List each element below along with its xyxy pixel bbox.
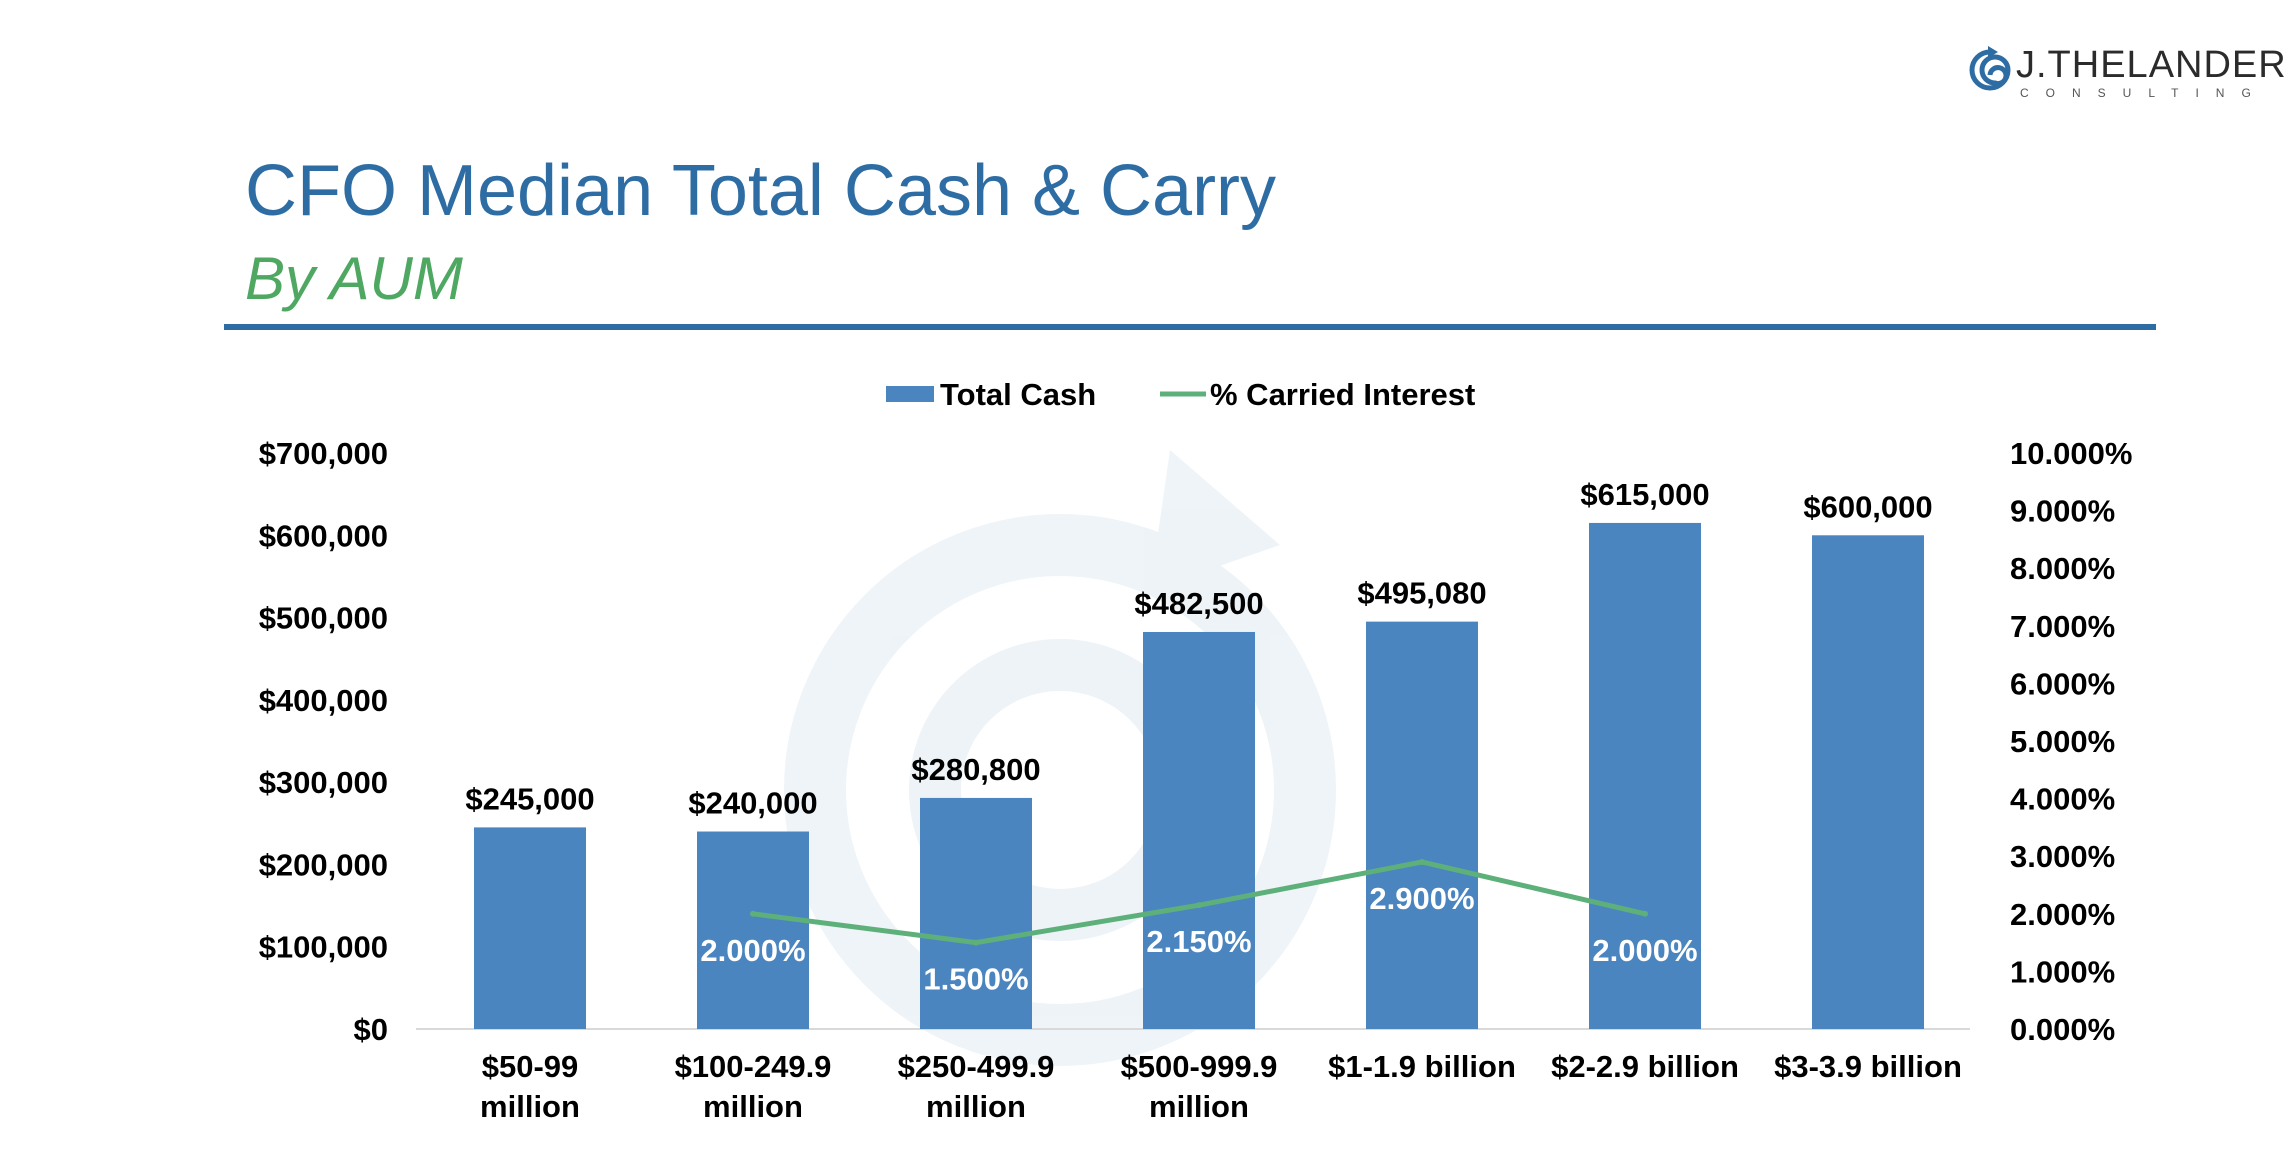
y-left-tick-label: $100,000 xyxy=(259,930,388,965)
x-axis-categories: $50-99 million $100-249.9 million $250-499.9… xyxy=(480,1049,1962,1124)
x-category-label: $2-2.9 billion xyxy=(1551,1049,1739,1084)
bar-value-label: $482,500 xyxy=(1134,586,1263,621)
line-point xyxy=(1196,902,1202,909)
y-right-tick-label: 1.000% xyxy=(2010,954,2115,989)
line-point xyxy=(1419,858,1425,865)
x-category-label: million xyxy=(480,1089,580,1124)
y-right-tick-label: 6.000% xyxy=(2010,666,2115,701)
y-right-tick-label: 0.000% xyxy=(2010,1012,2115,1047)
brand-name: J.THELANDER xyxy=(2016,44,2287,86)
x-category-label: million xyxy=(926,1089,1026,1124)
bar xyxy=(474,827,586,1029)
page-subtitle: By AUM xyxy=(245,245,463,312)
x-category-label: million xyxy=(703,1089,803,1124)
x-category-label: $500-999.9 xyxy=(1121,1049,1278,1084)
y-right-tick-label: 4.000% xyxy=(2010,782,2115,817)
x-category-label: $50-99 xyxy=(482,1049,579,1084)
bar-value-label: $240,000 xyxy=(688,786,817,821)
bar-value-label: $245,000 xyxy=(465,781,594,816)
line-value-label: 1.500% xyxy=(923,962,1028,997)
bar-series: $245,000 $240,000 $280,800 $482,500 $495,080… xyxy=(465,477,1933,1029)
y-left-tick-label: $200,000 xyxy=(259,847,388,882)
bar xyxy=(697,831,809,1029)
y-left-tick-label: $300,000 xyxy=(259,765,388,800)
x-category-label: $3-3.9 billion xyxy=(1774,1049,1962,1084)
y-left-tick-label: $500,000 xyxy=(259,601,388,636)
bar xyxy=(1812,535,1924,1029)
bar-value-label: $600,000 xyxy=(1803,489,1932,524)
bar-value-label: $495,080 xyxy=(1357,576,1486,611)
bar-value-label: $615,000 xyxy=(1580,477,1709,512)
brand-subtitle: CONSULTING xyxy=(2020,86,2268,100)
line-point xyxy=(750,910,756,917)
bar xyxy=(920,797,1032,1029)
y-right-tick-label: 8.000% xyxy=(2010,551,2115,586)
legend-label-carried-interest: % Carried Interest xyxy=(1210,377,1475,412)
legend-swatch-total-cash xyxy=(886,386,934,402)
y-left-tick-label: $600,000 xyxy=(259,518,388,553)
y-right-tick-label: 5.000% xyxy=(2010,724,2115,759)
y-right-tick-label: 9.000% xyxy=(2010,494,2115,529)
x-category-label: million xyxy=(1149,1089,1249,1124)
line-point xyxy=(973,939,979,946)
y-right-tick-label: 3.000% xyxy=(2010,839,2115,874)
line-series: 2.000% 1.500% 2.150% 2.900% 2.000% xyxy=(700,858,1698,997)
y-axis-right: 0.000% 1.000% 2.000% 3.000% 4.000% 5.000% 6.00… xyxy=(2010,436,2132,1047)
y-right-tick-label: 7.000% xyxy=(2010,609,2115,644)
brand-logo: J.THELANDER CONSULTING xyxy=(1968,44,2286,104)
y-left-tick-label: $0 xyxy=(354,1012,388,1047)
chart-legend: Total Cash % Carried Interest xyxy=(886,377,1475,412)
title-divider xyxy=(224,324,2156,330)
x-category-label: $250-499.9 xyxy=(898,1049,1055,1084)
y-right-tick-label: 10.000% xyxy=(2010,436,2132,471)
bar xyxy=(1589,522,1701,1029)
bar-value-label: $280,800 xyxy=(911,752,1040,787)
line-value-label: 2.000% xyxy=(1592,933,1697,968)
bar xyxy=(1143,631,1255,1029)
line-point xyxy=(1642,910,1648,917)
y-left-tick-label: $400,000 xyxy=(259,683,388,718)
line-value-label: 2.000% xyxy=(700,933,805,968)
y-right-tick-label: 2.000% xyxy=(2010,897,2115,932)
bar xyxy=(1366,621,1478,1029)
y-axis-left: $0 $100,000 $200,000 $300,000 $400,000 $500,0… xyxy=(259,436,388,1047)
line-value-label: 2.900% xyxy=(1369,881,1474,916)
y-left-tick-label: $700,000 xyxy=(259,436,388,471)
x-category-label: $100-249.9 xyxy=(675,1049,832,1084)
legend-label-total-cash: Total Cash xyxy=(940,377,1096,412)
brand-swirl-icon xyxy=(1969,46,2011,91)
line-value-label: 2.150% xyxy=(1146,924,1251,959)
x-category-label: $1-1.9 billion xyxy=(1328,1049,1516,1084)
page-title: CFO Median Total Cash & Carry xyxy=(245,151,1277,231)
